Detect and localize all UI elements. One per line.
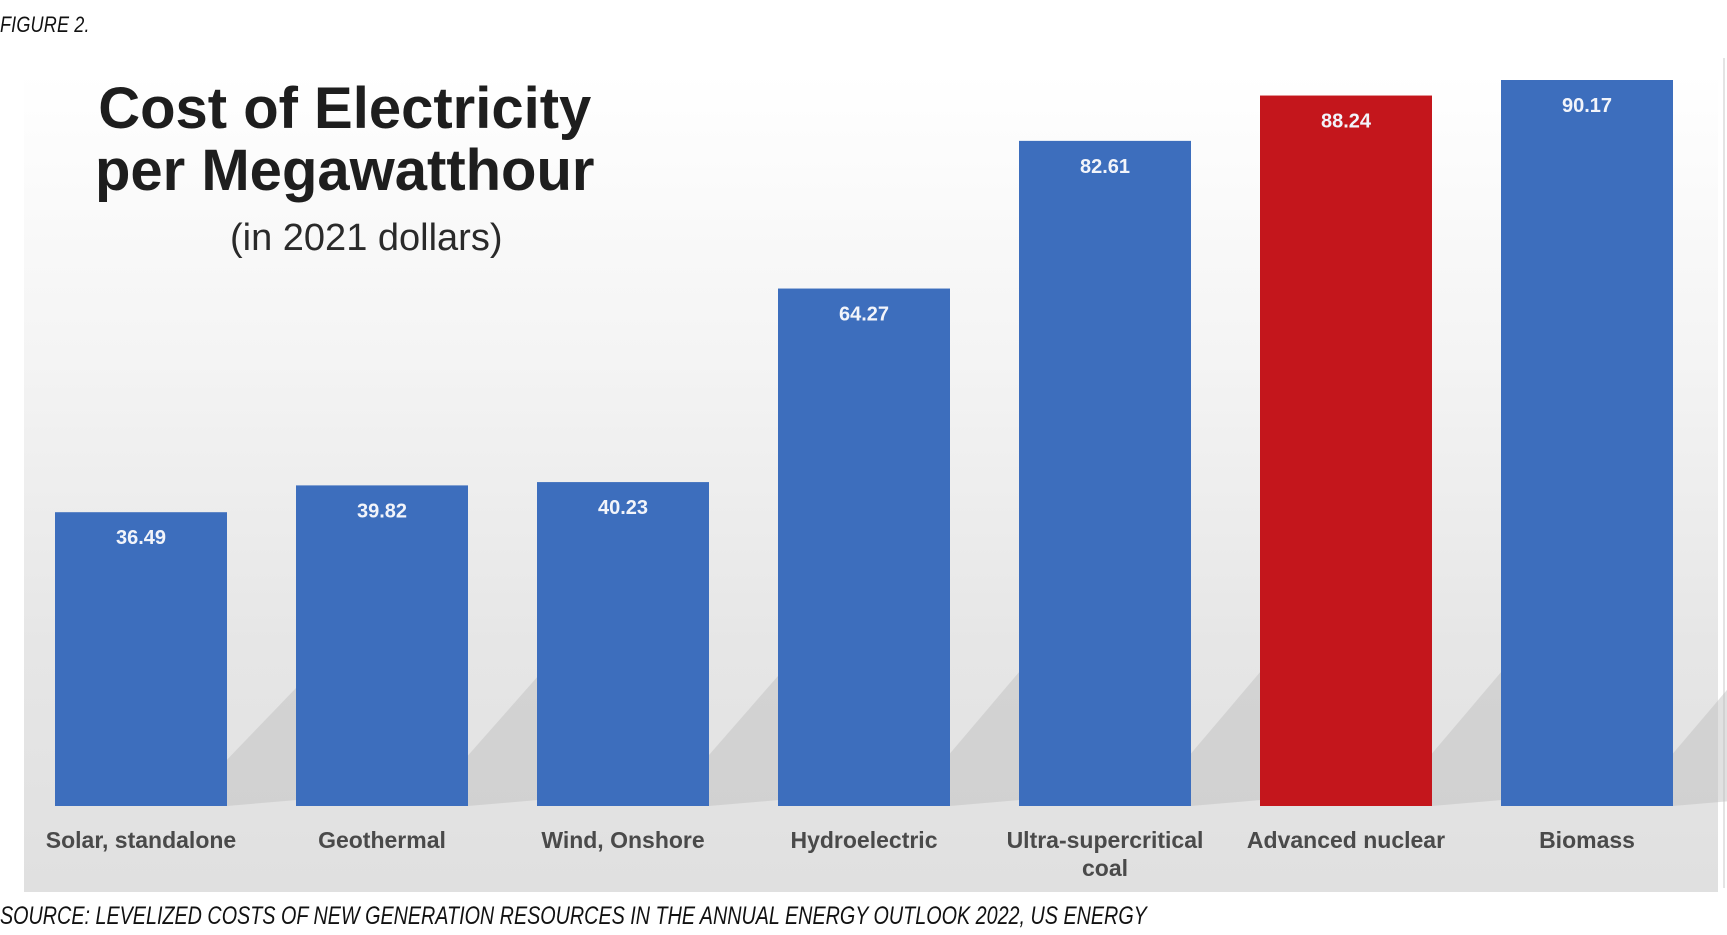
value-label-hydroelectric: 64.27 — [839, 304, 889, 326]
value-labels: 36.49 39.82 40.23 64.27 82.61 88.24 90.17 — [116, 95, 1612, 549]
value-label-wind-onshore: 40.23 — [598, 497, 648, 519]
value-label-advanced-nuclear: 88.24 — [1321, 111, 1372, 133]
chart-title-line-1: Cost of Electricity — [98, 76, 592, 141]
value-label-geothermal: 39.82 — [357, 500, 407, 522]
bar-solar-standalone — [55, 512, 227, 806]
bar-shadows — [227, 671, 1727, 806]
value-label-ultra-supercritical-coal: 82.61 — [1080, 156, 1130, 178]
bar-shadow-wind-onshore — [709, 674, 779, 806]
bar-shadow-solar-standalone — [227, 687, 297, 806]
category-label-solar-standalone: Solar, standalone — [46, 827, 236, 853]
bar-hydroelectric — [778, 288, 950, 806]
category-label-ultra-supercritical-coal: Ultra-supercritical coal — [1007, 827, 1204, 881]
bar-shadow-biomass — [1673, 689, 1727, 806]
bar-advanced-nuclear — [1260, 95, 1432, 807]
bar-shadow-advanced-nuclear — [1432, 671, 1502, 806]
bar-geothermal — [296, 485, 468, 806]
value-label-biomass: 90.17 — [1562, 95, 1612, 117]
chart-title: Cost of Electricity per Megawatthour — [95, 78, 595, 202]
category-label-wind-onshore: Wind, Onshore — [541, 827, 704, 853]
bars — [55, 80, 1673, 807]
bar-shadow-ultra-supercritical-coal — [1191, 671, 1261, 806]
figure-label: FIGURE 2. — [0, 12, 90, 37]
bar-shadow-hydroelectric — [950, 671, 1020, 806]
page-divider — [1723, 58, 1725, 888]
chart-title-line-2: per Megawatthour — [95, 138, 595, 203]
value-label-solar-standalone: 36.49 — [116, 527, 166, 549]
category-label-hydroelectric: Hydroelectric — [790, 827, 937, 853]
source-caption: SOURCE: LEVELIZED COSTS OF NEW GENERATIO… — [0, 902, 1147, 930]
bar-wind-onshore — [537, 482, 709, 806]
category-label-geothermal: Geothermal — [318, 827, 446, 853]
bar-ultra-supercritical-coal — [1019, 140, 1191, 806]
chart-subtitle: (in 2021 dollars) — [230, 217, 503, 259]
category-label-advanced-nuclear: Advanced nuclear — [1247, 827, 1445, 853]
bar-biomass — [1501, 80, 1673, 806]
bar-shadow-geothermal — [468, 676, 538, 806]
category-label-biomass: Biomass — [1539, 827, 1635, 853]
category-labels: Solar, standalone Geothermal Wind, Onshore… — [46, 827, 1635, 881]
